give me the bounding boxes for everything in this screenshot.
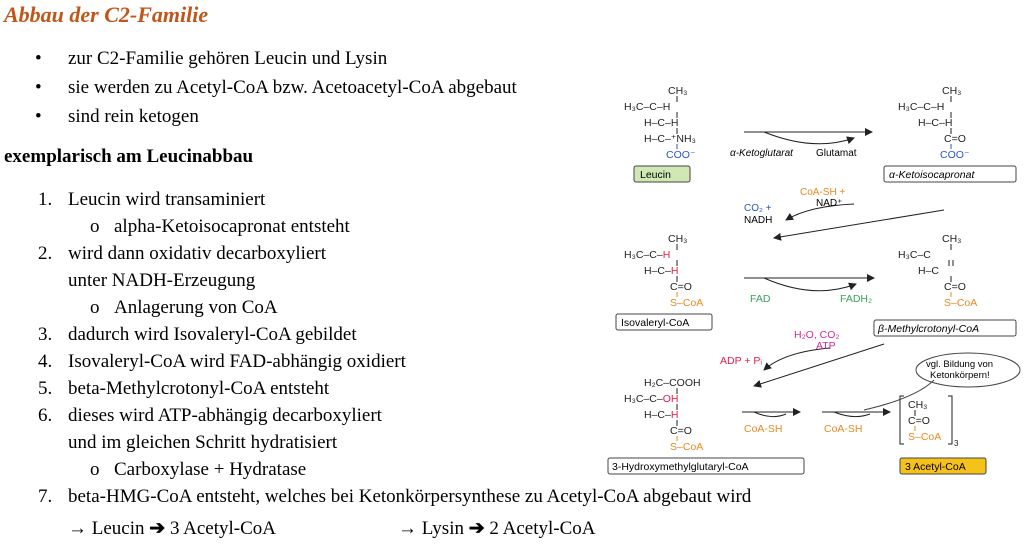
methylcrotonyl-box <box>873 319 1017 337</box>
ketoisocapronat-structure: CH₃ H₃C–C–H H–C–H C=O COO⁻ <box>898 85 970 161</box>
svg-text:COO⁻: COO⁻ <box>666 149 696 161</box>
bullet-dot-icon: • <box>35 77 42 98</box>
svg-text:H–C: H–C <box>918 265 939 277</box>
svg-text:C=O: C=O <box>944 133 966 145</box>
acetyl-structure: CH₃ C=O S–CoA 3 <box>899 395 959 448</box>
compound-label-leucin: Leucin <box>640 169 671 181</box>
svg-text:CH₃: CH₃ <box>668 85 687 97</box>
ketoisocapronat-box <box>883 165 1017 183</box>
bullet-dot-icon: • <box>35 48 42 69</box>
list-item: • sie werden zu Acetyl-CoA bzw. Acetoacet… <box>30 73 517 102</box>
sub-bullet-icon: o <box>90 459 100 480</box>
svg-text:H₃C–C–OH: H₃C–C–OH <box>624 393 678 405</box>
callout-bubble <box>915 352 1021 388</box>
reactant-fadh2: FADH₂ <box>840 293 872 305</box>
sub-bullet-icon: o <box>90 297 100 318</box>
arrow-decarboxylation <box>773 209 945 241</box>
compound-label-hmg: 3-Hydroxymethylglutaryl-CoA <box>612 461 749 473</box>
leucine-degradation-diagram: CH₃ H₃C–C–H H–C–H H–C–⁺NH₃ COO⁻ Leucin α… <box>607 85 1021 475</box>
svg-text:S–CoA: S–CoA <box>670 441 703 453</box>
reactant-nadh: NADH <box>744 215 772 226</box>
svg-text:H₂C–COOH: H₂C–COOH <box>644 377 701 389</box>
leucin-box <box>633 165 691 183</box>
bullet-dot-icon: • <box>35 106 42 127</box>
svg-text:S–CoA: S–CoA <box>670 297 703 309</box>
arrow-curved <box>763 131 855 145</box>
isovaleryl-box <box>615 313 713 331</box>
reactant-atp: ATP <box>816 340 836 352</box>
svg-text:3: 3 <box>954 439 959 448</box>
callout-line-1: vgl. Bildung von <box>926 359 993 370</box>
leucin-structure: CH₃ H₃C–C–H H–C–H H–C–⁺NH₃ COO⁻ <box>624 85 696 161</box>
arrow-right-icon: → <box>68 518 87 539</box>
svg-text:COO⁻: COO⁻ <box>940 149 970 161</box>
svg-text:H–C–H: H–C–H <box>918 117 952 129</box>
arrow-curved <box>763 347 831 371</box>
reactant-fad: FAD <box>750 293 771 305</box>
reactant-ketoglutarat: α-Ketoglutarat <box>730 148 794 159</box>
svg-text:H–C–⁺NH₃: H–C–⁺NH₃ <box>644 133 696 145</box>
sub-bullet-icon: o <box>90 216 100 237</box>
bold-arrow-icon: ➔ <box>149 518 166 539</box>
bold-arrow-icon: ➔ <box>468 518 485 539</box>
arrow-curved <box>763 277 857 292</box>
section-heading: exemplarisch am Leucinabbau <box>4 146 254 167</box>
summary-leucin: → Leucin ➔ 3 Acetyl-CoA <box>68 518 277 539</box>
svg-text:H₃C–C–H: H₃C–C–H <box>898 101 944 113</box>
callout-line-2: Ketonkörpern! <box>930 370 990 381</box>
callout-pointer <box>863 379 935 411</box>
list-item: • sind rein ketogen <box>30 102 517 131</box>
reactant-h2o-co2: H₂O, CO₂ <box>794 329 840 341</box>
reactant-coash-a: CoA-SH <box>744 423 783 435</box>
arrow-curved <box>833 411 871 418</box>
arrow-curved <box>785 203 855 221</box>
reactant-glutamat: Glutamat <box>816 148 857 159</box>
reactant-nad: NAD⁺ <box>816 198 842 209</box>
svg-text:CH₃: CH₃ <box>942 85 961 97</box>
hmg-structure: H₂C–COOH H₃C–C–OH H–C–H C=O S–CoA <box>624 377 703 453</box>
reactant-coash-nad: CoA-SH + <box>800 187 845 198</box>
arrow-curved <box>753 411 787 418</box>
svg-text:H₃C–C–H: H₃C–C–H <box>624 249 670 261</box>
svg-text:C=O: C=O <box>908 415 930 427</box>
svg-text:H₃C–C–H: H₃C–C–H <box>624 101 670 113</box>
compound-label-isovaleryl: Isovaleryl-CoA <box>621 317 689 329</box>
methylcrotonyl-structure: CH₃ H₃C–C H–C C=O S–CoA <box>898 233 977 309</box>
reactant-coash-b: CoA-SH <box>824 423 863 435</box>
svg-text:H–C–H: H–C–H <box>644 265 678 277</box>
svg-text:S–CoA: S–CoA <box>944 297 977 309</box>
bullet-list: • zur C2-Familie gehören Leucin und Lysin… <box>30 44 517 131</box>
list-item: • zur C2-Familie gehören Leucin und Lysin <box>30 44 517 73</box>
svg-text:H–C–H: H–C–H <box>644 117 678 129</box>
compound-label-methylcrotonyl: β-Methylcrotonyl-CoA <box>877 323 979 335</box>
acetyl-box <box>899 457 987 475</box>
compound-label-acetyl: 3 Acetyl-CoA <box>905 461 966 473</box>
page-title: Abbau der C2-Familie <box>4 2 209 27</box>
svg-text:C=O: C=O <box>670 281 692 293</box>
arrow-right-icon: → <box>398 518 417 539</box>
svg-text:CH₃: CH₃ <box>908 399 927 411</box>
reactant-adp: ADP + Pᵢ <box>720 355 762 367</box>
compound-label-ketoisocapronat: α-Ketoisocapronat <box>889 169 975 181</box>
summary-lysin: → Lysin ➔ 2 Acetyl-CoA <box>398 518 596 539</box>
svg-text:H₃C–C: H₃C–C <box>898 249 931 261</box>
svg-text:CH₃: CH₃ <box>668 233 687 245</box>
svg-text:H–C–H: H–C–H <box>644 409 678 421</box>
hmg-box <box>607 457 805 475</box>
svg-text:C=O: C=O <box>670 425 692 437</box>
reactant-co2: CO₂ + <box>744 203 772 214</box>
svg-text:S–CoA: S–CoA <box>908 431 941 443</box>
isovaleryl-structure: CH₃ H₃C–C–H H–C–H C=O S–CoA <box>624 233 703 309</box>
svg-text:CH₃: CH₃ <box>942 233 961 245</box>
arrow-carboxylation <box>753 343 885 388</box>
svg-text:C=O: C=O <box>944 281 966 293</box>
